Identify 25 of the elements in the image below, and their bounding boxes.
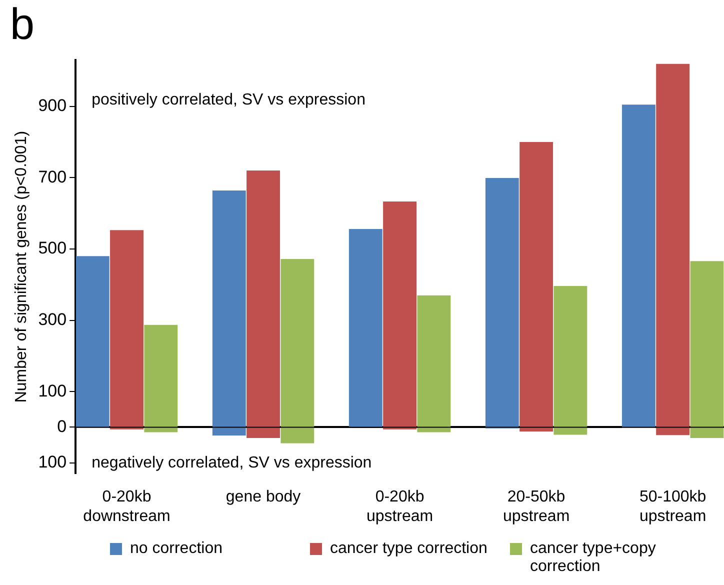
annotation: positively correlated, SV vs expression [92, 91, 366, 108]
bar [76, 256, 110, 427]
y-axis-title: Number of significant genes (p<0.001) [13, 130, 30, 403]
bar [485, 178, 519, 427]
legend-label: no correction [130, 540, 224, 558]
y-tick-label: 300 [38, 310, 67, 329]
x-tick-label: gene body [226, 488, 301, 506]
y-tick-label: 900 [38, 96, 67, 116]
bar [348, 229, 382, 427]
bar [383, 202, 417, 427]
annotation: negatively correlated, SV vs expression [92, 454, 372, 472]
x-tick-label: 0-20kb downstream [83, 488, 170, 525]
legend-label: cancer type correction [330, 540, 488, 558]
bar [622, 104, 656, 427]
chart-title: b [10, 0, 34, 50]
y-tick-label: 100 [38, 381, 67, 400]
y-tick-label: 100 [38, 452, 67, 472]
x-tick-label: 0-20kb upstream [366, 488, 434, 525]
x-tick-label: 20-50kb upstream [502, 488, 570, 525]
y-tick-label: 0 [57, 416, 67, 436]
x-tick-label: 50-100kb upstream [639, 488, 706, 525]
y-tick-label: 500 [38, 238, 67, 258]
y-tick-label: 700 [38, 167, 67, 186]
legend-label: cancer type+copy correction [530, 540, 657, 576]
bar [110, 230, 144, 427]
